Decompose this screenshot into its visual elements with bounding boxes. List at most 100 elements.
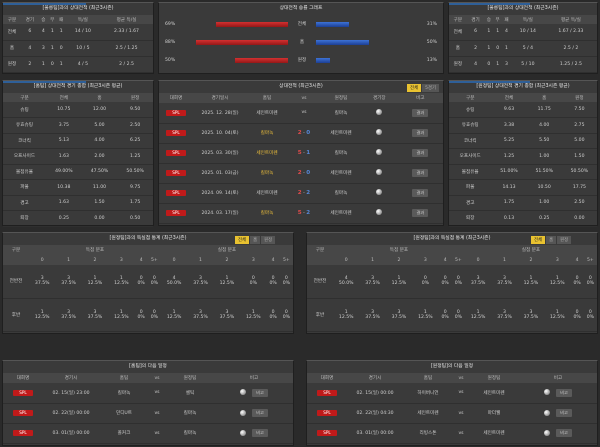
dist-pct: 12.5% [523, 281, 539, 287]
table-row: 전체 6 4 1 1 14 / 10 2.33 / 1.67 [3, 24, 153, 41]
away-team[interactable]: 세인트미렌 [469, 423, 519, 444]
bin-header: 3 [544, 255, 571, 265]
dist-title-left: [원정팀]과의 득실점 통계 (최근3시즌) [109, 236, 187, 241]
dist-pct: 37.5% [470, 281, 486, 287]
dist-pct: 12.5% [219, 281, 235, 287]
dist-pct: 0% [282, 314, 290, 320]
league-badge[interactable]: SPL [13, 430, 33, 436]
result-button[interactable]: 결과 [412, 169, 429, 177]
away-team[interactable]: 킬마녹 [321, 103, 361, 124]
result-button[interactable]: 비고 [252, 388, 268, 397]
result-button[interactable]: 결과 [412, 149, 429, 157]
away-team[interactable]: 킬마녹 [321, 183, 361, 204]
result-button[interactable]: 결과 [412, 129, 429, 137]
dist-tab-away[interactable]: 원정 [557, 236, 572, 244]
table-row: 퇴장 0.25 0.00 0.50 [3, 210, 153, 227]
column-header: 경기시 [43, 373, 99, 383]
result-button[interactable]: 결과 [412, 189, 429, 197]
home-team[interactable]: 세인트미렌 [247, 103, 287, 124]
row-label: 볼점유율 [449, 164, 492, 180]
row-label-header [3, 255, 29, 265]
league-badge[interactable]: SPL [166, 109, 186, 116]
accent-bar [3, 3, 86, 5]
score-cell: 5 - 1 [287, 143, 321, 164]
league-badge[interactable]: SPL [317, 430, 337, 436]
dist-tab-home[interactable]: 홈 [250, 236, 261, 244]
result-button[interactable]: 비고 [556, 388, 572, 397]
dist-tab-away[interactable]: 원정 [261, 236, 276, 244]
row-label: 퇴장 [449, 210, 492, 227]
tab-all[interactable]: 전체 [407, 84, 422, 92]
column-header: 구분 [449, 93, 492, 102]
home-team[interactable]: 세인트미렌 [247, 143, 287, 164]
home-team[interactable]: 세인트미렌 [247, 183, 287, 204]
score-cell: 2 - 0 [287, 123, 321, 144]
away-team[interactable]: 셀틱 [165, 383, 215, 404]
result-button[interactable]: 비고 [252, 429, 268, 437]
home-team[interactable]: 킬마녹 [99, 383, 149, 404]
dist-count: 0 [456, 309, 460, 315]
score-sep: - [301, 131, 307, 136]
away-team[interactable]: 마더웰 [469, 403, 519, 424]
records-table-right: 구분 경기 승 무 패 득/실 평균 득/실 전체 6 1 1 4 10 / 14 1.67 / 2.33… [449, 15, 597, 73]
dist-row: 전반전 4 50.0% 3 37.5% 1 12.5% 0 0% 0 0% 0 0% 3 37.5% 3 37.… [307, 265, 597, 299]
dist-tab-all[interactable]: 전체 [235, 236, 250, 244]
table-cell: 5.13 [46, 133, 82, 149]
home-team[interactable]: 폴커크 [99, 423, 149, 444]
bin-header: 5+ [583, 255, 597, 265]
row-label: 전체 [3, 24, 21, 41]
away-team[interactable]: 킬마녹 [321, 143, 361, 164]
league-badge[interactable]: SPL [166, 130, 186, 136]
winrate-right-bar-track [315, 39, 421, 46]
league-badge[interactable]: SPL [166, 210, 186, 216]
away-team[interactable]: 킬마녹 [165, 423, 215, 444]
home-team[interactable]: 킬마녹 [247, 203, 287, 224]
dist-pct: 37.5% [193, 314, 208, 320]
table-cell: 3 [38, 40, 48, 57]
dist-tab-all[interactable]: 전체 [531, 236, 546, 244]
league-badge[interactable]: SPL [166, 170, 186, 176]
dist-row: 후반 1 12.5% 3 37.5% 3 37.5% 1 12.5% 0 0% 0 0% 1 12.5% 3 3… [3, 298, 293, 332]
row-label: 경고 [3, 195, 46, 211]
result-button[interactable]: 비고 [252, 409, 268, 417]
away-team[interactable]: 세인트미렌 [321, 203, 361, 224]
league-badge[interactable]: SPL [317, 389, 337, 396]
table-row: 오프사이드 1.63 2.00 1.25 [3, 148, 153, 165]
table-row: 경고 1.63 1.50 1.75 [3, 195, 153, 211]
result-button[interactable]: 결과 [412, 209, 429, 217]
league-badge[interactable]: SPL [317, 410, 337, 416]
dist-pct: 0% [137, 281, 145, 287]
column-header: 홈팀 [99, 373, 149, 383]
home-team[interactable]: 던디U트 [99, 403, 149, 424]
league-badge[interactable]: SPL [13, 410, 33, 416]
next-row: SPL 03. 01(일) 00:00 리빙스톤 vs 세인트미렌 비고 [307, 423, 597, 444]
match-date: 03. 01(일) 00:00 [43, 423, 99, 444]
match-row: SPL 2024. 09. 14(토) 세인트미렌 2 - 2 킬마녹 결과 [159, 183, 443, 204]
ball-cell [361, 183, 398, 204]
league-badge[interactable]: SPL [166, 150, 186, 156]
away-team[interactable]: 킬마녹 [165, 403, 215, 424]
bin-header: 2 [385, 255, 413, 265]
home-team[interactable]: 리빙스톤 [403, 423, 453, 444]
home-team[interactable]: 세인트미렌 [403, 403, 453, 424]
result-button[interactable]: 비고 [556, 409, 572, 417]
away-team[interactable]: 세인트미렌 [321, 163, 361, 184]
table-cell: 4.00 [81, 133, 118, 149]
home-team[interactable]: 킬마녹 [247, 163, 287, 184]
league-badge[interactable]: SPL [13, 389, 33, 396]
dist-count: 0 [588, 309, 592, 315]
away-team[interactable]: 세인트미렌 [321, 123, 361, 144]
result-button[interactable]: 결과 [412, 108, 429, 117]
table-cell: 10 / 14 [510, 24, 545, 41]
match-row: SPL 2024. 03. 17(일) 킬마녹 5 - 2 세인트미렌 결과 [159, 203, 443, 224]
result-button[interactable]: 비고 [556, 429, 572, 437]
home-score: 5 [297, 150, 302, 156]
table-cell: 2.00 [81, 148, 118, 165]
league-badge[interactable]: SPL [166, 190, 186, 196]
away-team[interactable]: 세인트미렌 [469, 383, 519, 404]
home-team[interactable]: 킬마녹 [247, 123, 287, 144]
tab-5games[interactable]: 5경기 [422, 84, 439, 92]
dist-tab-home[interactable]: 홈 [546, 236, 557, 244]
home-team[interactable]: 하이버니언 [403, 383, 453, 404]
bin-header: 4 [570, 255, 584, 265]
